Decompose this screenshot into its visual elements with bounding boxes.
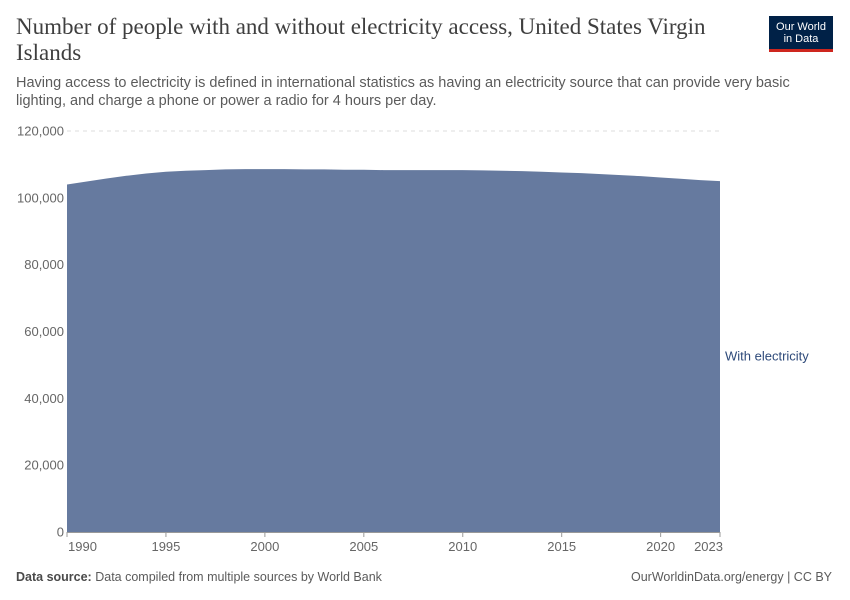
y-tick-label: 20,000 xyxy=(24,458,64,473)
data-source-text: Data compiled from multiple sources by W… xyxy=(95,570,382,584)
x-axis: 1990 1995 2000 2005 2010 2015 2020 2023 xyxy=(66,532,723,554)
x-tick-label: 2010 xyxy=(448,539,477,554)
series-labels: With electricity xyxy=(725,349,809,364)
y-tick-label: 60,000 xyxy=(24,324,64,339)
x-tick-label: 2020 xyxy=(646,539,675,554)
y-tick-label: 120,000 xyxy=(17,124,64,139)
logo-line-2: in Data xyxy=(783,33,819,45)
x-tick-label: 2000 xyxy=(250,539,279,554)
y-tick-label: 100,000 xyxy=(17,190,64,205)
series-label-with-electricity: With electricity xyxy=(725,349,809,364)
owid-logo[interactable]: Our World in Data xyxy=(769,16,833,52)
x-tick-label: 2015 xyxy=(547,539,576,554)
y-axis-ticks: 0 20,000 40,000 60,000 80,000 100,000 120,000 xyxy=(17,124,64,540)
y-tick-label: 0 xyxy=(57,525,64,540)
x-tick-label: 2005 xyxy=(349,539,378,554)
y-tick-label: 40,000 xyxy=(24,391,64,406)
x-tick-label: 2023 xyxy=(694,539,723,554)
data-source: Data source: Data compiled from multiple… xyxy=(16,570,382,584)
logo-line-1: Our World xyxy=(776,21,826,33)
chart-subtitle: Having access to electricity is defined … xyxy=(16,75,790,109)
credit-link[interactable]: OurWorldinData.org/energy | CC BY xyxy=(630,570,832,584)
data-source-label: Data source: xyxy=(16,570,92,584)
y-tick-label: 80,000 xyxy=(24,257,64,272)
area-series-with-electricity[interactable] xyxy=(67,169,720,532)
x-tick-label: 1990 xyxy=(68,539,97,554)
chart-title: Number of people with and without electr… xyxy=(16,14,706,65)
x-tick-label: 1995 xyxy=(151,539,180,554)
series-areas xyxy=(67,169,720,532)
